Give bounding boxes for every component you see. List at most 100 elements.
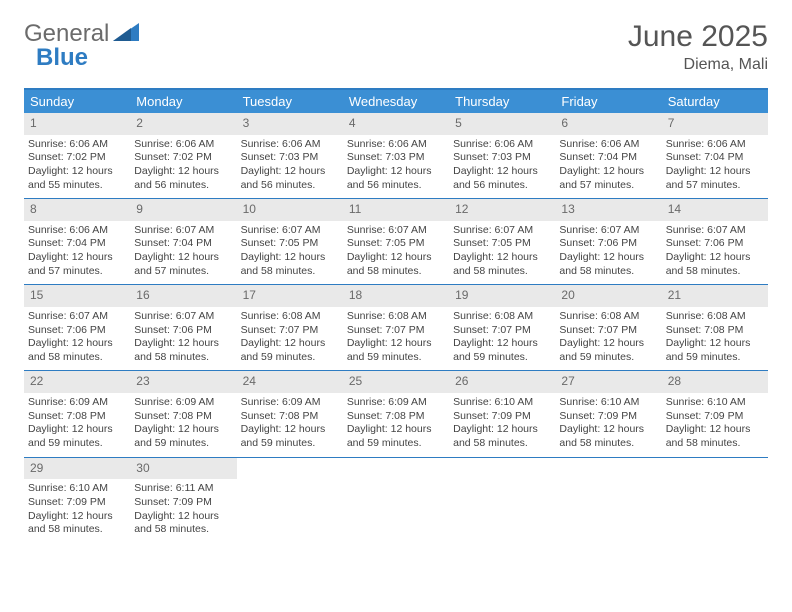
day-info-line: Daylight: 12 hours [347,337,445,351]
day-info-line: and 58 minutes. [666,437,764,451]
day-info-line: and 56 minutes. [134,179,232,193]
day-body: Sunrise: 6:07 AMSunset: 7:04 PMDaylight:… [130,224,236,279]
day-info-line: Sunset: 7:04 PM [28,237,126,251]
day-info-line: Daylight: 12 hours [666,337,764,351]
day-info-line: and 56 minutes. [347,179,445,193]
day-body: Sunrise: 6:10 AMSunset: 7:09 PMDaylight:… [662,396,768,451]
empty-cell [555,458,661,543]
day-info-line: Sunrise: 6:11 AM [134,482,232,496]
day-cell: 6Sunrise: 6:06 AMSunset: 7:04 PMDaylight… [555,113,661,198]
day-info-line: Sunrise: 6:06 AM [241,138,339,152]
day-info-line: Sunset: 7:09 PM [134,496,232,510]
day-info-line: Daylight: 12 hours [28,510,126,524]
empty-cell [449,458,555,543]
day-info-line: Sunrise: 6:08 AM [559,310,657,324]
title-block: June 2025 Diema, Mali [628,20,768,74]
day-info-line: Sunrise: 6:07 AM [347,224,445,238]
day-cell: 14 Sunrise: 6:07 AMSunset: 7:06 PMDayligh… [662,199,768,284]
day-info-line: Daylight: 12 hours [666,423,764,437]
day-number: 15 [24,285,130,307]
day-body: Sunrise: 6:11 AMSunset: 7:09 PMDaylight:… [130,482,236,537]
day-number: 5 [449,113,555,135]
empty-cell [237,458,343,543]
day-info-line: Sunrise: 6:06 AM [347,138,445,152]
day-info-line: and 58 minutes. [241,265,339,279]
month-title: June 2025 [628,20,768,54]
day-info-line: Sunset: 7:02 PM [134,151,232,165]
day-body: Sunrise: 6:07 AMSunset: 7:05 PMDaylight:… [343,224,449,279]
day-info-line: Sunrise: 6:07 AM [134,310,232,324]
day-cell: 12Sunrise: 6:07 AMSunset: 7:05 PMDayligh… [449,199,555,284]
day-body: Sunrise: 6:07 AMSunset: 7:06 PMDaylight:… [662,224,768,279]
day-body: Sunrise: 6:09 AMSunset: 7:08 PMDaylight:… [237,396,343,451]
day-info-line: and 57 minutes. [666,179,764,193]
day-info-line: Sunrise: 6:08 AM [453,310,551,324]
day-body: Sunrise: 6:07 AMSunset: 7:05 PMDaylight:… [237,224,343,279]
day-info-line: and 59 minutes. [241,351,339,365]
day-info-line: Daylight: 12 hours [666,251,764,265]
weekday-header: Wednesday [343,90,449,113]
day-body: Sunrise: 6:06 AMSunset: 7:02 PMDaylight:… [130,138,236,193]
day-cell: 5Sunrise: 6:06 AMSunset: 7:03 PMDaylight… [449,113,555,198]
day-number: 14 [662,199,768,221]
day-number: 16 [130,285,236,307]
day-info-line: Sunrise: 6:07 AM [559,224,657,238]
weeks-container: 1Sunrise: 6:06 AMSunset: 7:02 PMDaylight… [24,113,768,543]
day-info-line: Sunrise: 6:07 AM [453,224,551,238]
day-info-line: Sunset: 7:08 PM [347,410,445,424]
day-info-line: and 59 minutes. [347,351,445,365]
weekday-header: Sunday [24,90,130,113]
day-info-line: Sunset: 7:08 PM [134,410,232,424]
day-info-line: Sunrise: 6:08 AM [347,310,445,324]
day-number: 12 [449,199,555,221]
day-info-line: and 58 minutes. [559,437,657,451]
weekday-header: Thursday [449,90,555,113]
day-info-line: Sunset: 7:05 PM [453,237,551,251]
day-body: Sunrise: 6:08 AMSunset: 7:07 PMDaylight:… [343,310,449,365]
day-info-line: Daylight: 12 hours [347,251,445,265]
calendar-page: General June 2025 Diema, Mali Blue Sunda… [0,0,792,563]
day-body: Sunrise: 6:08 AMSunset: 7:07 PMDaylight:… [449,310,555,365]
day-info-line: Sunset: 7:05 PM [347,237,445,251]
day-cell: 24 Sunrise: 6:09 AMSunset: 7:08 PMDayligh… [237,371,343,456]
day-info-line: Daylight: 12 hours [453,423,551,437]
day-number: 22 [24,371,130,393]
day-number: 17 [237,285,343,307]
day-info-line: Daylight: 12 hours [666,165,764,179]
week-row: 29Sunrise: 6:10 AMSunset: 7:09 PMDayligh… [24,458,768,543]
day-info-line: Daylight: 12 hours [134,337,232,351]
day-info-line: Sunset: 7:07 PM [559,324,657,338]
day-info-line: and 59 minutes. [241,437,339,451]
day-info-line: Sunset: 7:03 PM [453,151,551,165]
day-info-line: Sunset: 7:08 PM [241,410,339,424]
weekday-header-row: SundayMondayTuesdayWednesdayThursdayFrid… [24,90,768,113]
week-row: 1Sunrise: 6:06 AMSunset: 7:02 PMDaylight… [24,113,768,199]
day-info-line: Sunrise: 6:07 AM [28,310,126,324]
day-info-line: Sunset: 7:06 PM [666,237,764,251]
day-info-line: and 56 minutes. [453,179,551,193]
day-number: 19 [449,285,555,307]
week-row: 8Sunrise: 6:06 AMSunset: 7:04 PMDaylight… [24,199,768,285]
day-cell: 30Sunrise: 6:11 AMSunset: 7:09 PMDayligh… [130,458,236,543]
day-info-line: Daylight: 12 hours [134,423,232,437]
day-info-line: Sunset: 7:07 PM [453,324,551,338]
day-info-line: Sunrise: 6:09 AM [134,396,232,410]
day-number: 24 [237,371,343,393]
day-number: 7 [662,113,768,135]
day-info-line: Sunset: 7:07 PM [347,324,445,338]
day-cell: 4Sunrise: 6:06 AMSunset: 7:03 PMDaylight… [343,113,449,198]
day-body: Sunrise: 6:07 AMSunset: 7:06 PMDaylight:… [555,224,661,279]
day-info-line: Daylight: 12 hours [134,251,232,265]
day-body: Sunrise: 6:06 AMSunset: 7:04 PMDaylight:… [555,138,661,193]
day-number: 4 [343,113,449,135]
day-body: Sunrise: 6:08 AMSunset: 7:07 PMDaylight:… [555,310,661,365]
day-info-line: and 59 minutes. [134,437,232,451]
day-info-line: Sunset: 7:02 PM [28,151,126,165]
day-info-line: Daylight: 12 hours [28,165,126,179]
day-info-line: and 59 minutes. [666,351,764,365]
day-info-line: Sunset: 7:04 PM [559,151,657,165]
day-info-line: Sunset: 7:08 PM [28,410,126,424]
day-info-line: and 57 minutes. [28,265,126,279]
day-number: 28 [662,371,768,393]
empty-cell [343,458,449,543]
